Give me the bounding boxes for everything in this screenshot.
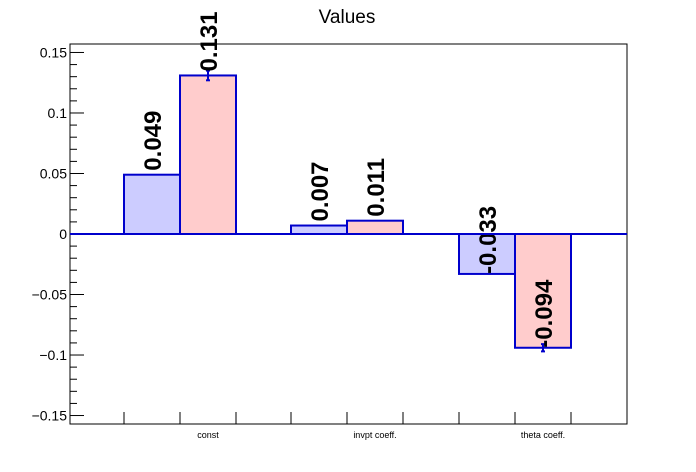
y-tick-label: −0.05 [32,287,68,303]
bar-a-0 [123,173,181,235]
chart-title: Values [319,7,376,28]
bar-b-0 [179,74,237,235]
y-tick-label: 0 [59,226,67,242]
y-tick-label: 0.05 [40,165,67,181]
y-tick-label: 0.1 [48,105,68,121]
bar-a-1 [290,224,348,235]
data-label: 0.011 [363,158,390,217]
category-label: const [197,430,219,440]
y-tick-label: 0.15 [40,44,67,60]
y-tick-label: −0.1 [39,347,67,363]
plot-area: −0.15 −0.1 −0.05 0 0.05 0.1 0.15 0.049 0.007 -0.0… [32,11,628,440]
bar-b-2 [514,233,572,349]
data-label: 0.049 [140,111,167,171]
category-label: theta coeff. [521,430,565,440]
data-label: -0.033 [475,206,502,274]
y-tick-label: −0.15 [32,408,68,424]
data-label: 0.007 [307,161,334,221]
bar-b-1 [346,219,404,235]
category-label: invpt coeff. [353,430,396,440]
data-label: -0.094 [531,279,558,348]
data-label: 0.131 [196,11,223,71]
